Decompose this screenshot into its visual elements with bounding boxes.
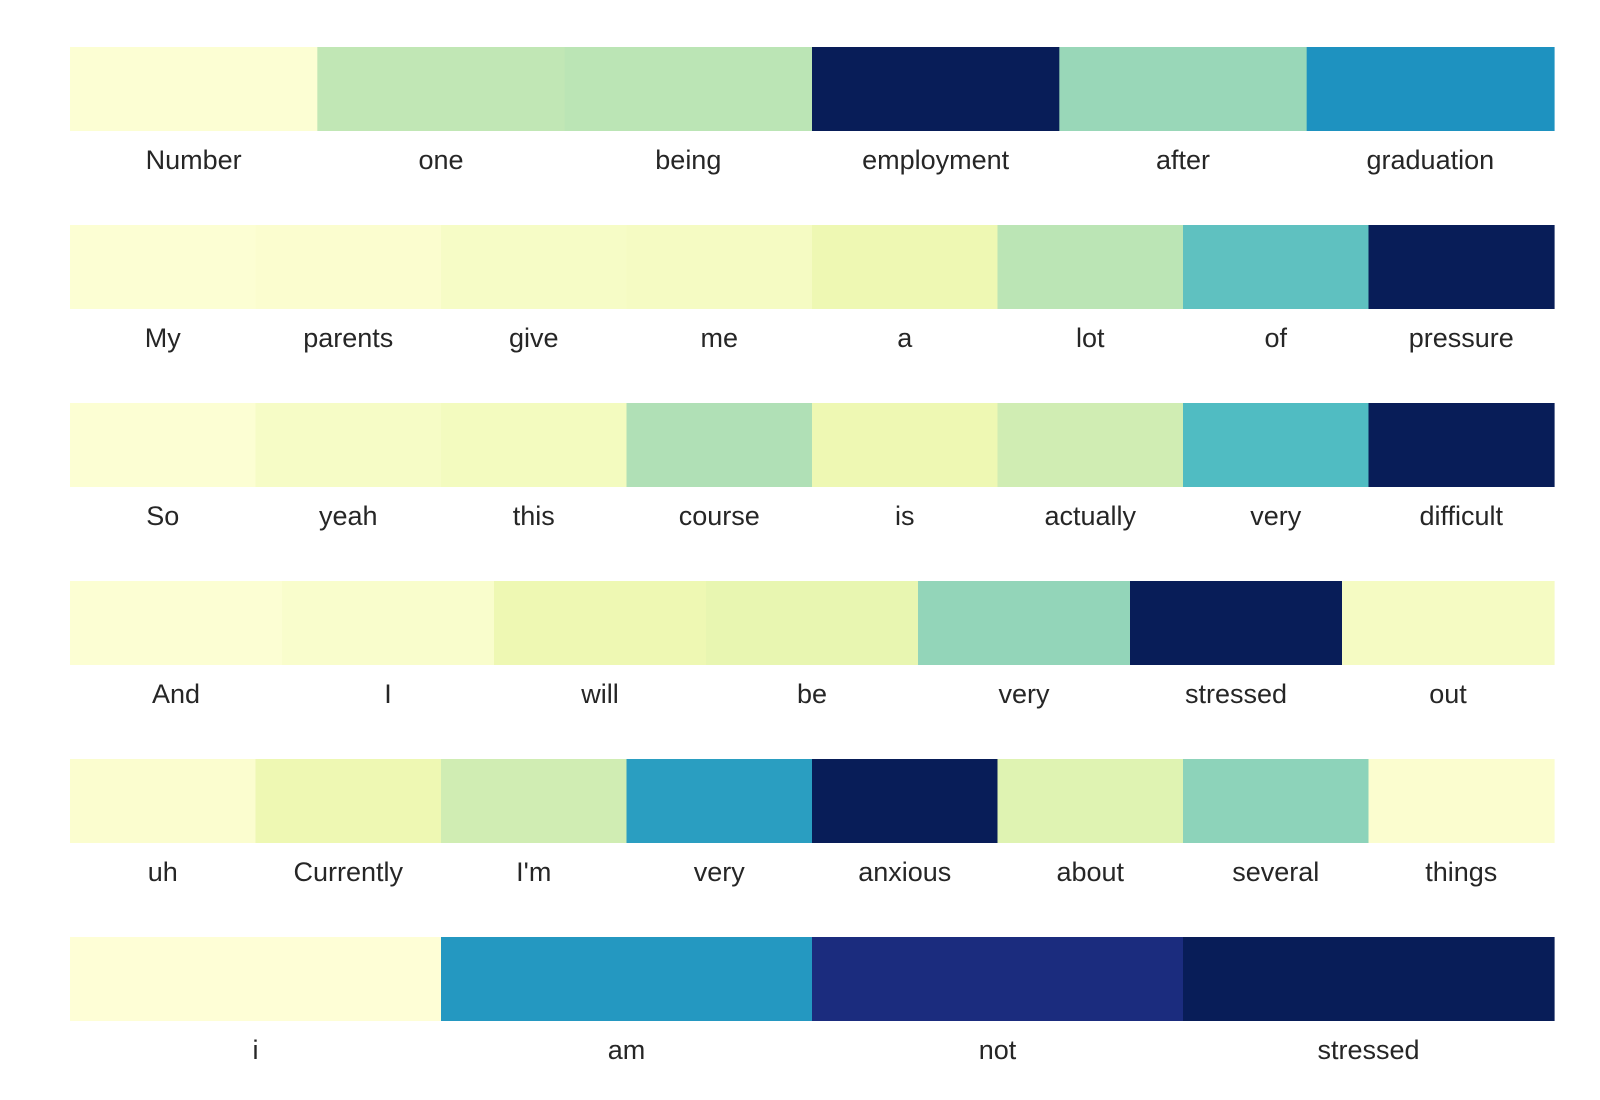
heatmap-cell <box>1183 403 1370 487</box>
heatmap-cell <box>997 225 1184 309</box>
heatmap-cell <box>255 403 442 487</box>
heatmap-cell <box>626 225 813 309</box>
heatmap-row-3: So yeah this course is actually very difficult <box>70 403 1555 531</box>
heatmap-cell <box>812 225 999 309</box>
heatmap-cell <box>494 581 707 665</box>
token-label: very <box>998 679 1050 709</box>
heatmap-cell <box>441 403 628 487</box>
token-label: out <box>1429 679 1467 709</box>
token-label: after <box>1156 145 1210 175</box>
token-label: a <box>897 323 913 353</box>
token-label: I'm <box>516 857 551 887</box>
heatmap-cell <box>255 759 442 843</box>
token-label: very <box>1250 501 1302 531</box>
heatmap-cell <box>1130 581 1343 665</box>
heatmap-cell <box>282 581 495 665</box>
token-label: graduation <box>1367 145 1495 175</box>
token-label: stressed <box>1317 1035 1419 1065</box>
heatmap-cell <box>70 937 442 1021</box>
heatmap-cell <box>626 759 813 843</box>
heatmap-cell <box>997 759 1184 843</box>
token-label: several <box>1232 857 1319 887</box>
heatmap-cell <box>812 47 1060 131</box>
heatmap-row-2: My parents give me a lot of pressure <box>70 225 1555 353</box>
heatmap-cell <box>255 225 442 309</box>
heatmap-cell <box>812 937 1184 1021</box>
token-label: Currently <box>293 857 403 887</box>
token-label: yeah <box>319 501 378 531</box>
token-label: uh <box>148 857 178 887</box>
token-label: employment <box>862 145 1010 175</box>
token-label: And <box>152 679 200 709</box>
heatmap-cell <box>626 403 813 487</box>
token-label: course <box>679 501 760 531</box>
heatmap-cell <box>1368 759 1555 843</box>
heatmap-cell <box>1368 225 1555 309</box>
heatmap-cell <box>70 47 318 131</box>
token-label: am <box>608 1035 646 1065</box>
token-label: stressed <box>1185 679 1287 709</box>
token-label: this <box>513 501 555 531</box>
heatmap-cell <box>70 225 257 309</box>
token-label: Number <box>146 145 242 175</box>
heatmap-cell <box>1183 225 1370 309</box>
heatmap-cell <box>1368 403 1555 487</box>
heatmap-cell <box>918 581 1131 665</box>
heatmap-row-5: uh Currently I'm very anxious about several thi… <box>70 759 1555 887</box>
token-label: So <box>146 501 179 531</box>
token-label: of <box>1264 323 1287 353</box>
heatmap-cell <box>70 759 257 843</box>
token-label: actually <box>1044 501 1136 531</box>
heatmap-cell <box>997 403 1184 487</box>
token-label: things <box>1425 857 1497 887</box>
token-label: very <box>694 857 746 887</box>
token-label: I <box>384 679 392 709</box>
token-label: give <box>509 323 559 353</box>
token-label: parents <box>303 323 393 353</box>
heatmap-cell <box>812 759 999 843</box>
heatmap-cell <box>564 47 813 131</box>
heatmap-cell <box>1059 47 1308 131</box>
token-label: difficult <box>1419 501 1503 531</box>
heatmap-cell <box>317 47 566 131</box>
token-label: be <box>797 679 827 709</box>
token-label: is <box>895 501 915 531</box>
heatmap-cell <box>1183 937 1555 1021</box>
heatmap-row-1: Number one being employment after graduation <box>70 47 1555 175</box>
token-label: not <box>979 1035 1017 1065</box>
token-label: lot <box>1076 323 1105 353</box>
token-label: anxious <box>858 857 951 887</box>
token-label: will <box>580 679 619 709</box>
heatmap-cell <box>70 581 283 665</box>
heatmap-row-6: i am not stressed <box>70 937 1555 1065</box>
heatmap-cell <box>1306 47 1555 131</box>
token-label: one <box>418 145 463 175</box>
token-label: pressure <box>1409 323 1514 353</box>
heatmap-cell <box>1342 581 1555 665</box>
heatmap-cell <box>441 225 628 309</box>
heatmap-cell <box>812 403 999 487</box>
token-label: about <box>1056 857 1124 887</box>
token-label: being <box>655 145 721 175</box>
heatmap-cell <box>1183 759 1370 843</box>
token-label: My <box>145 323 181 353</box>
heatmap-cell <box>441 937 813 1021</box>
heatmap-cell <box>70 403 257 487</box>
token-label: me <box>700 323 738 353</box>
heatmap-cell <box>706 581 919 665</box>
token-label: i <box>253 1035 259 1065</box>
heatmap-cell <box>441 759 628 843</box>
